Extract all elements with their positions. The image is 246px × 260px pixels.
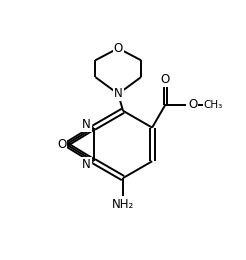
- Text: CH₃: CH₃: [204, 100, 223, 110]
- Text: O: O: [114, 42, 123, 55]
- Text: O: O: [188, 98, 198, 111]
- Text: N: N: [82, 118, 91, 131]
- Text: N: N: [114, 87, 123, 100]
- Text: O: O: [161, 73, 170, 86]
- Text: N: N: [82, 158, 91, 171]
- Text: O: O: [57, 138, 66, 151]
- Text: NH₂: NH₂: [112, 198, 134, 211]
